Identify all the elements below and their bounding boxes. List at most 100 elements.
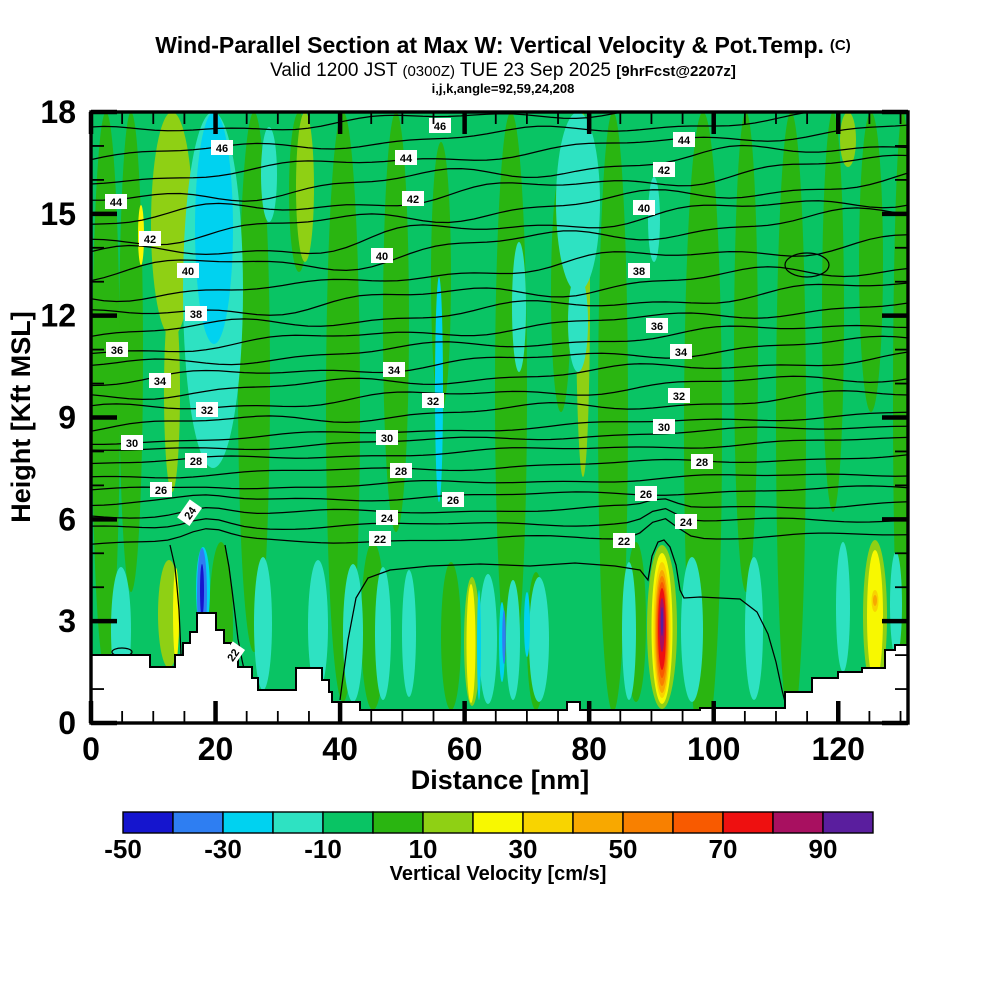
contour-label: 22 [369,531,391,546]
contour-label-text: 36 [111,345,123,357]
velocity-blob [119,112,143,592]
contour-label: 46 [211,140,233,155]
velocity-blob [200,564,204,617]
contour-label-text: 30 [658,422,670,434]
colorbar-cell [622,811,674,834]
theta-contour [91,411,908,446]
colorbar-cell [772,811,824,834]
velocity-blob [502,610,506,664]
contour-label-text: 28 [190,456,202,468]
x-tick-label: 100 [687,731,740,767]
contour-label-box [177,499,203,527]
contour-label-box [371,248,393,263]
colorbar-cell [122,811,174,834]
contour-label: 34 [383,362,405,377]
velocity-blob [890,552,902,657]
velocity-blob [822,112,844,512]
velocity-blob [375,567,391,700]
contour-label: 46 [429,118,451,133]
contour-label-box [442,492,464,507]
y-tick-label: 18 [40,94,76,130]
contour-label-box [668,388,690,403]
velocity-blob [512,242,526,372]
y-tick-label: 15 [40,196,76,232]
contour-label: 44 [395,150,417,165]
contour-label-text: 28 [395,466,407,478]
velocity-blob [622,562,636,700]
colorbar-cell [522,811,574,834]
velocity-blob [261,127,277,222]
velocity-blob [836,542,850,672]
velocity-blob [195,112,233,344]
velocity-blob [529,577,549,702]
theta-contour [91,172,908,246]
theta-contour-branch [224,544,247,679]
contour-label-box [422,393,444,408]
contour-label-box [185,453,207,468]
theta-contour-labels: 46 46 44 44 44 42 42 42 40 40 40 38 38 36 36 34 34 34 32 32… [105,118,713,669]
contour-label-text: 22 [225,647,242,664]
contour-label-box [150,482,172,497]
contour-label: 40 [633,200,655,215]
contour-label: 30 [653,419,675,434]
contour-label: 26 [150,482,172,497]
theta-contour [91,124,908,185]
contour-label: 24 [675,514,697,529]
colorbar-cell [822,811,874,834]
contour-label-text: 34 [675,347,688,359]
contour-label-box [376,510,398,525]
velocity-blob [343,564,363,702]
y-axis-title: Height [Kft MSL] [6,311,36,522]
colorbar-tick-label: -50 [104,834,142,864]
field: 46 46 44 44 44 42 42 42 40 40 40 38 38 36 36 34 34 34 32 32… [91,112,908,723]
contour-label: 36 [106,342,128,357]
colorbar-cell [572,811,624,834]
contour-label-text: 38 [633,266,645,278]
x-tick-label: 80 [571,731,607,767]
y-tick-label: 3 [58,603,76,639]
contour-label-text: 28 [696,457,708,469]
contour-label-box [121,435,143,450]
velocity-blob [745,557,763,700]
theta-contour [91,375,908,410]
velocity-blob [441,562,461,710]
theta-contour [91,234,908,303]
theta-contour [91,425,908,451]
contour-label: 38 [628,263,650,278]
theta-contour-closed [784,252,830,278]
velocity-blobs [92,112,908,723]
contour-label: 32 [422,393,444,408]
contour-label-box [211,140,233,155]
terrain [91,612,908,723]
theta-contour [91,302,908,355]
theta-contour [91,390,908,432]
contour-label: 42 [402,191,424,206]
theta-contour [91,266,908,316]
contour-label: 40 [371,248,393,263]
contour-label-text: 40 [376,251,388,263]
contour-label-box [177,263,199,278]
contour-label: 34 [670,344,692,359]
theta-contour [91,507,908,531]
contour-label-text: 34 [388,365,401,377]
colorbar-cell [222,811,274,834]
velocity-blob [873,595,877,606]
theta-contour [91,436,908,465]
contour-label-text: 32 [673,391,685,403]
velocity-blob [477,590,481,700]
section-parameters: i,j,k,angle=92,59,24,208 [432,81,575,96]
contour-label-text: 36 [651,321,663,333]
contour-label-text: 40 [182,266,194,278]
contour-label-box [613,533,635,548]
contour-label-text: 38 [190,309,202,321]
colorbar-cell [672,811,724,834]
velocity-blob [466,584,476,703]
velocity-blob [556,112,600,292]
theta-contour [91,351,908,401]
y-tick-label: 9 [58,400,76,436]
x-axis-title: Distance [nm] [411,765,590,795]
theta-contour [91,335,908,387]
plot-area: 46 46 44 44 44 42 42 42 40 40 40 38 38 36 36 34 34 34 32 32… [91,112,908,723]
